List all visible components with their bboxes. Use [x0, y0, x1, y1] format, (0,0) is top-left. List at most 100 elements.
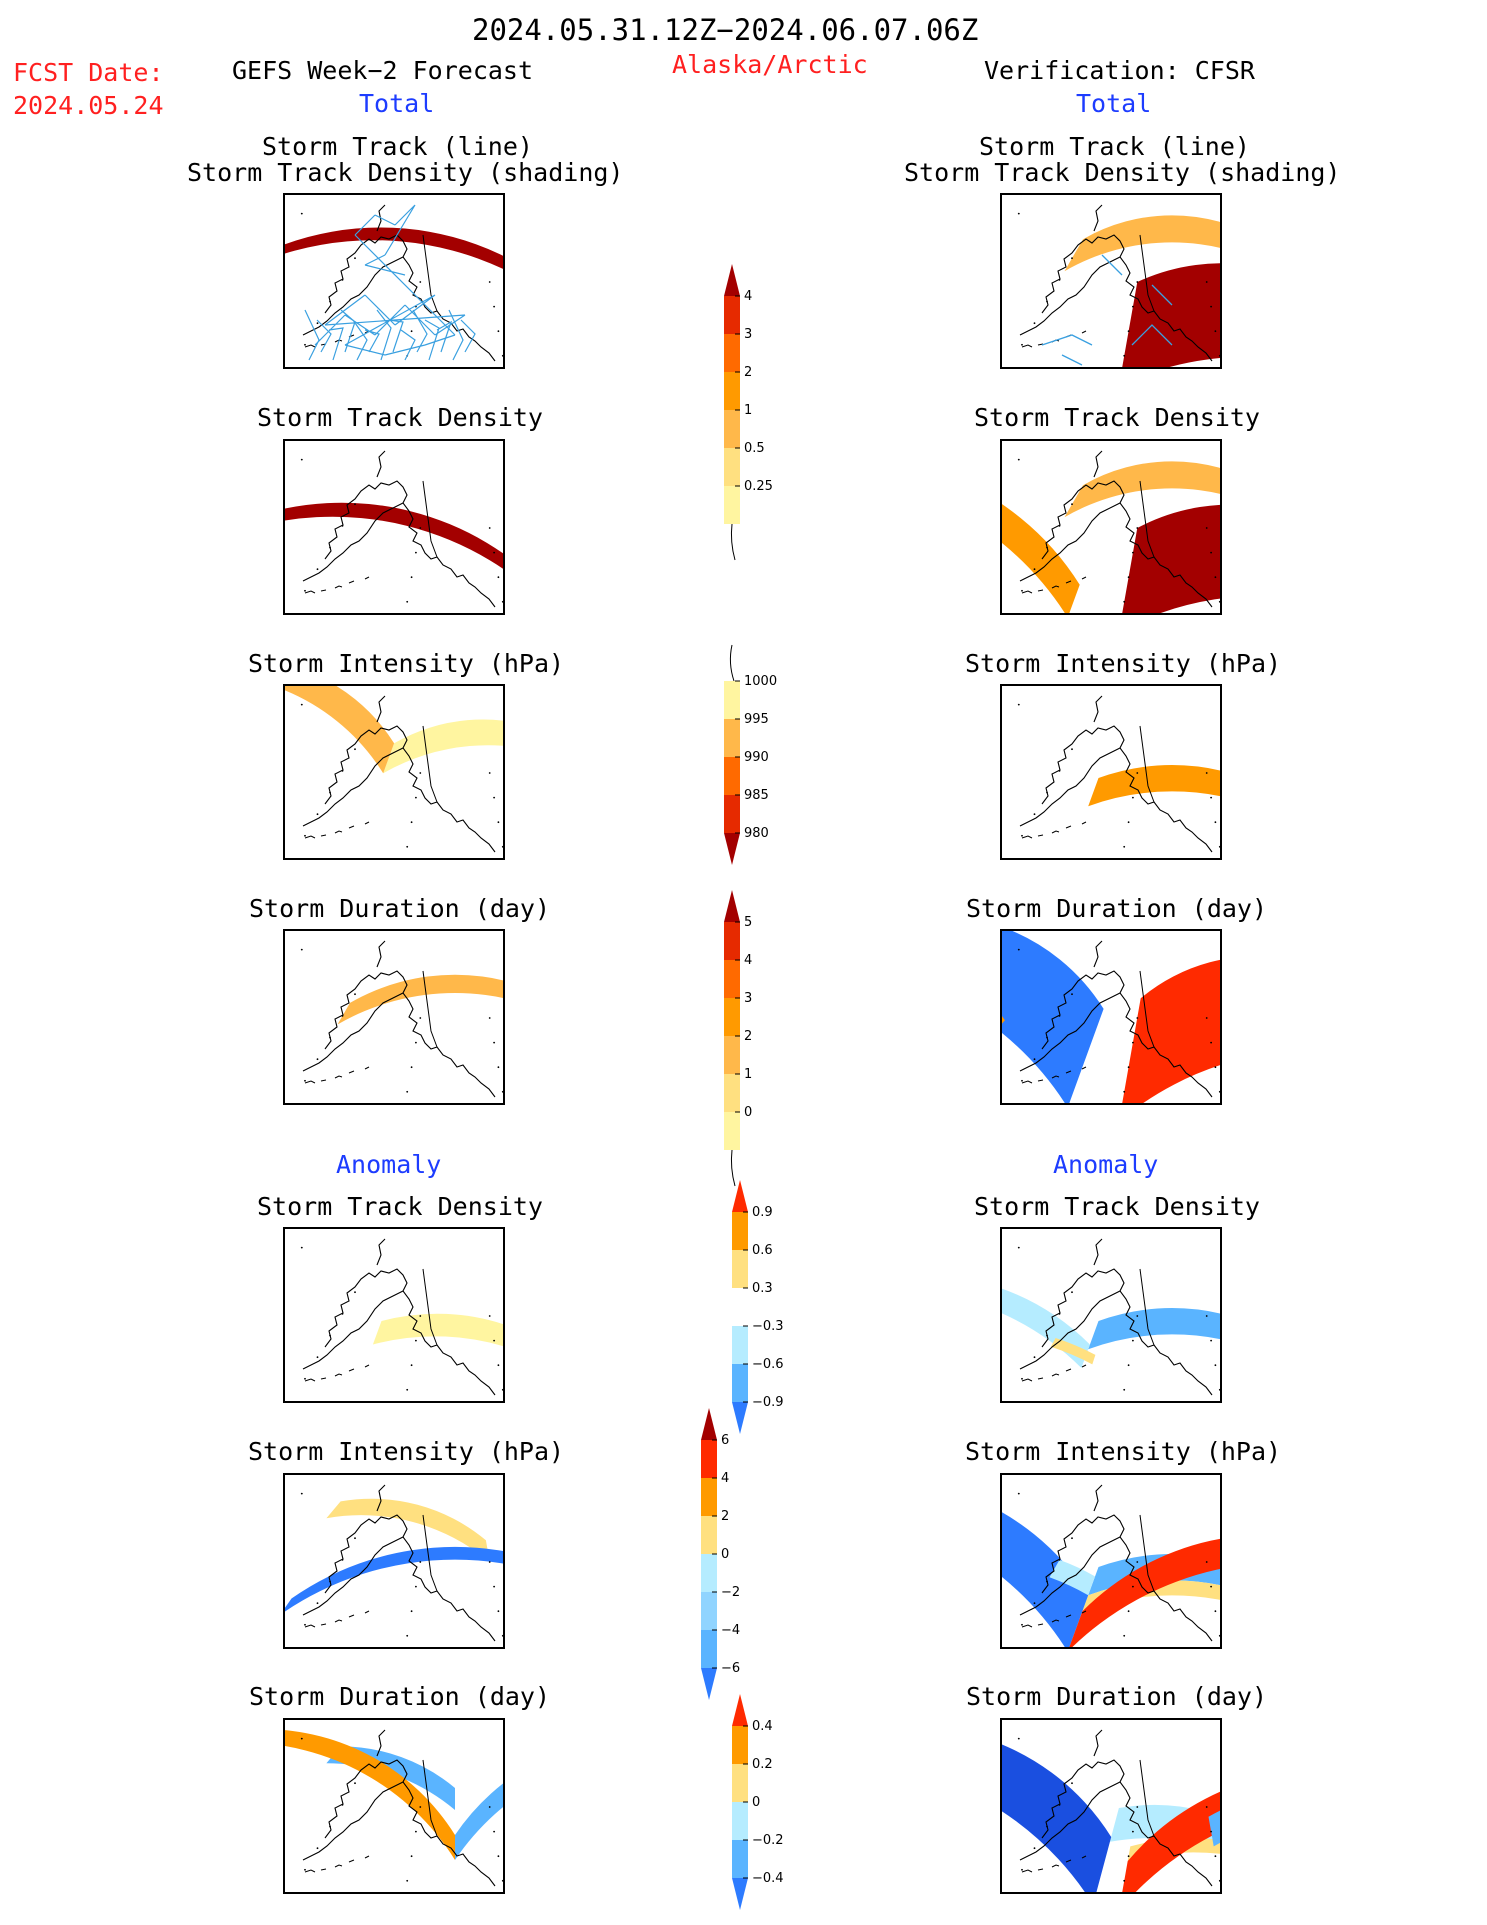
- colorbar-segment: [724, 1036, 740, 1074]
- region-title: Alaska/Arctic: [672, 50, 868, 79]
- grid-dot: [1058, 1015, 1061, 1017]
- field-area: [1122, 959, 1220, 1103]
- grid-dot: [410, 1364, 413, 1367]
- grid-dot: [1046, 300, 1048, 303]
- map-svg: [285, 204, 503, 362]
- grid-dot: [1058, 525, 1061, 527]
- grid-dot: [493, 1339, 495, 1342]
- border-line: [1139, 480, 1155, 558]
- field-area: [285, 441, 503, 459]
- grid-dot: [329, 1580, 331, 1583]
- grid-dot: [1214, 1066, 1217, 1069]
- colorbar-segment: [724, 296, 740, 334]
- map-panel: [1000, 1227, 1222, 1403]
- grid-dot: [1136, 1806, 1139, 1808]
- map-panel: [1000, 193, 1222, 369]
- border-line: [422, 1514, 438, 1592]
- grid-dot: [1123, 1634, 1126, 1637]
- grid-dot: [415, 1041, 417, 1044]
- colorbar-segment: [724, 334, 740, 372]
- colorbar-segment: [732, 1764, 748, 1802]
- grid-dot: [1071, 257, 1073, 260]
- grid-dot: [1214, 821, 1217, 824]
- grid-dot: [1123, 1090, 1126, 1093]
- grid-dot: [1214, 330, 1217, 333]
- map-panel: [1000, 929, 1222, 1105]
- grid-dot: [1058, 1313, 1061, 1315]
- storm-track-lines: [1041, 254, 1173, 366]
- grid-dot: [1021, 1377, 1023, 1380]
- islands: [1021, 576, 1087, 594]
- coastline: [1019, 450, 1213, 608]
- grid-dot: [1021, 1079, 1023, 1082]
- colorbar-tick-label: 0: [744, 1105, 752, 1120]
- grid-dot: [497, 330, 500, 333]
- coastline: [302, 450, 496, 608]
- map-panel: [283, 1718, 505, 1894]
- coastline: [1019, 695, 1213, 853]
- field-area: [285, 441, 503, 470]
- grid-dot: [316, 1058, 319, 1061]
- grid-dot: [300, 948, 303, 951]
- grid-dot: [300, 1246, 303, 1249]
- grid-dot: [1127, 576, 1130, 579]
- grid-dot: [1214, 576, 1217, 579]
- colorbar-segment: [724, 757, 740, 795]
- grid-dot: [304, 834, 306, 837]
- grid-dot: [1205, 1806, 1208, 1808]
- colorbar-tick-label: 4: [721, 1471, 729, 1486]
- grid-dot: [354, 257, 356, 260]
- colorbar-segment: [732, 1250, 748, 1288]
- field-area: [1002, 1744, 1112, 1892]
- islands: [1021, 1364, 1087, 1382]
- grid-dot: [493, 1830, 495, 1833]
- map-svg: [285, 1475, 503, 1642]
- grid-dot: [488, 1806, 491, 1808]
- grid-dot: [329, 791, 331, 794]
- grid-dot: [1033, 1602, 1036, 1605]
- grid-dot: [1210, 1339, 1212, 1342]
- field-area: [285, 1475, 503, 1502]
- grid-dot: [316, 1847, 319, 1850]
- field-area: [337, 974, 503, 1025]
- grid-dot: [1218, 1879, 1220, 1882]
- grid-dot: [1058, 1804, 1061, 1806]
- field-area: [455, 1783, 503, 1860]
- colorbar-tick-label: −0.4: [752, 1871, 784, 1886]
- grid-dot: [1210, 1830, 1212, 1833]
- grid-dot: [1033, 1356, 1036, 1359]
- forecast-period: 2024.05.31.12Z−2024.06.07.06Z: [472, 13, 979, 47]
- total-label-right: Total: [1076, 89, 1152, 118]
- colorbar-segment: [732, 1364, 748, 1402]
- border-line: [1139, 1268, 1155, 1346]
- grid-dot: [354, 993, 356, 996]
- grid-dot: [415, 551, 417, 554]
- map-svg: [300, 940, 503, 1098]
- grid-dot: [1136, 1561, 1139, 1563]
- map-panel: [1000, 1718, 1222, 1894]
- grid-dot: [316, 1356, 319, 1359]
- grid-dot: [1021, 343, 1023, 346]
- border-line: [1139, 970, 1155, 1048]
- anomaly-label-left: Anomaly: [336, 1150, 442, 1179]
- colorbar-tick-label: 1: [744, 1067, 752, 1082]
- colorbar-segment: [701, 1478, 717, 1516]
- grid-dot: [1046, 1580, 1048, 1583]
- grid-dot: [1210, 1041, 1212, 1044]
- grid-dot: [1127, 1364, 1130, 1367]
- colorbar-segment: [724, 795, 740, 833]
- coastline: [302, 695, 496, 853]
- colorbar-segment: [724, 960, 740, 998]
- grid-dot: [1127, 1855, 1130, 1858]
- map-panel: [283, 929, 505, 1105]
- grid-dot: [316, 813, 319, 816]
- colorbar-tick-label: 0.4: [752, 1719, 773, 1734]
- colorbar-tick-label: 0.6: [752, 1243, 773, 1258]
- grid-dot: [493, 796, 495, 799]
- field-area: [372, 1313, 503, 1347]
- islands: [1021, 821, 1087, 839]
- grid-dot: [501, 845, 503, 848]
- grid-dot: [488, 281, 491, 283]
- colorbar-svg: 1000 995 990 985 980: [724, 644, 777, 865]
- grid-dot: [1205, 772, 1208, 774]
